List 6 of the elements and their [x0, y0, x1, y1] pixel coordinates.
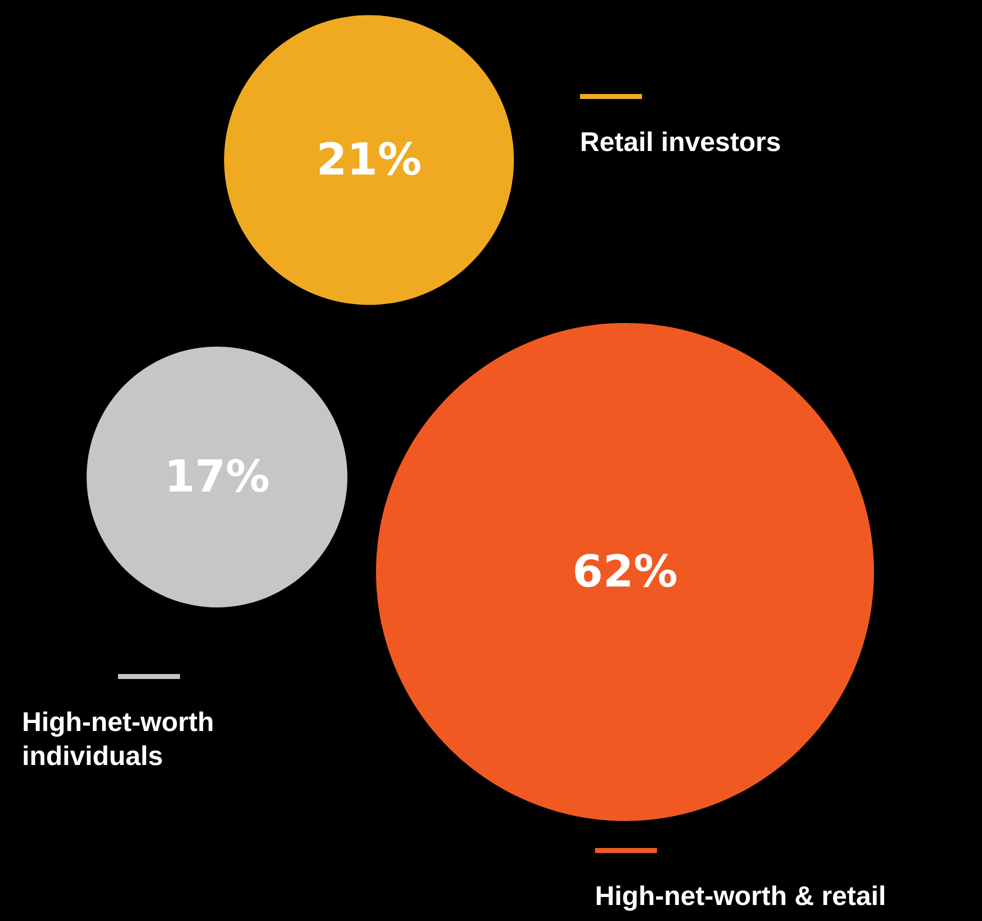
data-label: 62%	[572, 546, 678, 598]
category-label: High-net-worth & retail	[595, 881, 886, 911]
data-label: 21%	[316, 134, 422, 186]
category-label: High-net-worth individuals	[22, 707, 214, 771]
category-label: Retail investors	[580, 127, 782, 157]
data-label: 17%	[164, 452, 270, 502]
